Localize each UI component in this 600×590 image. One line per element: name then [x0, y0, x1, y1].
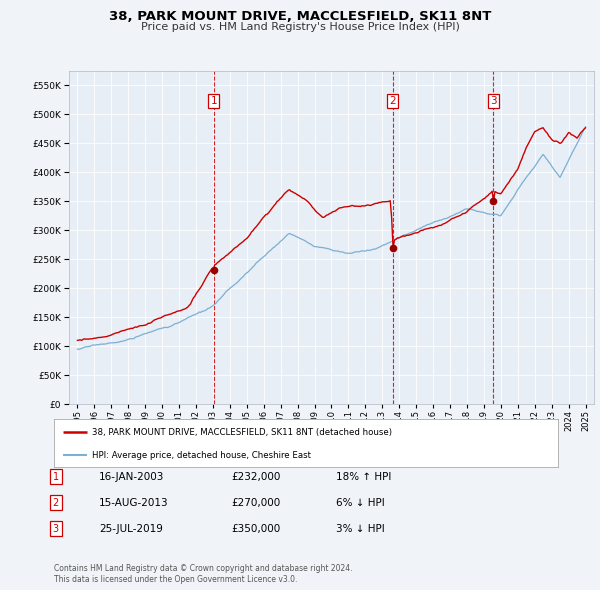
- Text: 25-JUL-2019: 25-JUL-2019: [99, 524, 163, 533]
- Text: HPI: Average price, detached house, Cheshire East: HPI: Average price, detached house, Ches…: [92, 451, 311, 460]
- Text: This data is licensed under the Open Government Licence v3.0.: This data is licensed under the Open Gov…: [54, 575, 298, 584]
- Text: £232,000: £232,000: [231, 472, 280, 481]
- Text: 3: 3: [53, 524, 59, 533]
- Text: 38, PARK MOUNT DRIVE, MACCLESFIELD, SK11 8NT: 38, PARK MOUNT DRIVE, MACCLESFIELD, SK11…: [109, 10, 491, 23]
- Text: 15-AUG-2013: 15-AUG-2013: [99, 498, 169, 507]
- Text: 16-JAN-2003: 16-JAN-2003: [99, 472, 164, 481]
- Text: 2: 2: [389, 96, 396, 106]
- Text: 1: 1: [53, 472, 59, 481]
- Text: 18% ↑ HPI: 18% ↑ HPI: [336, 472, 391, 481]
- Text: 3: 3: [490, 96, 497, 106]
- Text: £350,000: £350,000: [231, 524, 280, 533]
- Text: 1: 1: [211, 96, 217, 106]
- Text: £270,000: £270,000: [231, 498, 280, 507]
- Text: 38, PARK MOUNT DRIVE, MACCLESFIELD, SK11 8NT (detached house): 38, PARK MOUNT DRIVE, MACCLESFIELD, SK11…: [92, 428, 392, 437]
- Text: 2: 2: [53, 498, 59, 507]
- Text: 3% ↓ HPI: 3% ↓ HPI: [336, 524, 385, 533]
- Text: Contains HM Land Registry data © Crown copyright and database right 2024.: Contains HM Land Registry data © Crown c…: [54, 565, 353, 573]
- Text: 6% ↓ HPI: 6% ↓ HPI: [336, 498, 385, 507]
- Text: Price paid vs. HM Land Registry's House Price Index (HPI): Price paid vs. HM Land Registry's House …: [140, 22, 460, 32]
